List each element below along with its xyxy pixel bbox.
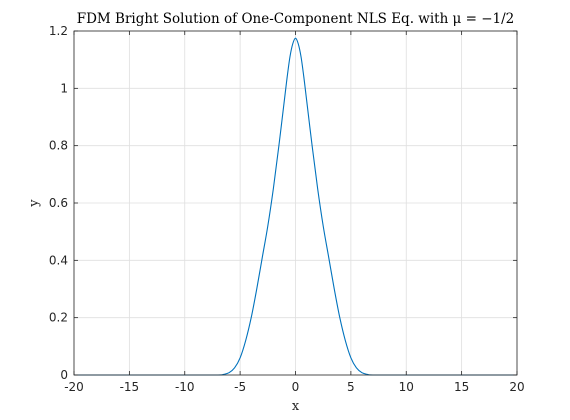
series-line [74, 37, 517, 376]
series-layer [74, 37, 517, 376]
y-tick-label: 1 [60, 81, 68, 95]
x-tick-labels: -20 -15 -10 -5 0 5 10 15 20 [64, 380, 524, 394]
tick-marks [73, 30, 518, 376]
y-tick-label: 0.6 [49, 196, 68, 210]
x-tick-label: 10 [399, 380, 414, 394]
x-axis-label: x [292, 399, 300, 414]
x-tick-label: -10 [175, 380, 195, 394]
x-tick-label: 15 [454, 380, 469, 394]
x-tick-label: 5 [347, 380, 355, 394]
y-tick-label: 0 [60, 368, 68, 382]
x-tick-label: -15 [120, 380, 140, 394]
y-tick-labels: 0 0.2 0.4 0.6 0.8 1 1.2 [49, 24, 68, 382]
chart-title: FDM Bright Solution of One-Component NLS… [77, 11, 515, 27]
y-axis-label: y [27, 199, 42, 208]
y-tick-label: 0.8 [49, 139, 68, 153]
y-tick-label: 0.4 [49, 253, 68, 267]
x-tick-label: -5 [234, 380, 246, 394]
y-tick-label: 1.2 [49, 24, 68, 38]
x-tick-label: -20 [64, 380, 84, 394]
x-tick-label: 0 [292, 380, 300, 394]
y-tick-label: 0.2 [49, 311, 68, 325]
x-tick-label: 20 [509, 380, 524, 394]
